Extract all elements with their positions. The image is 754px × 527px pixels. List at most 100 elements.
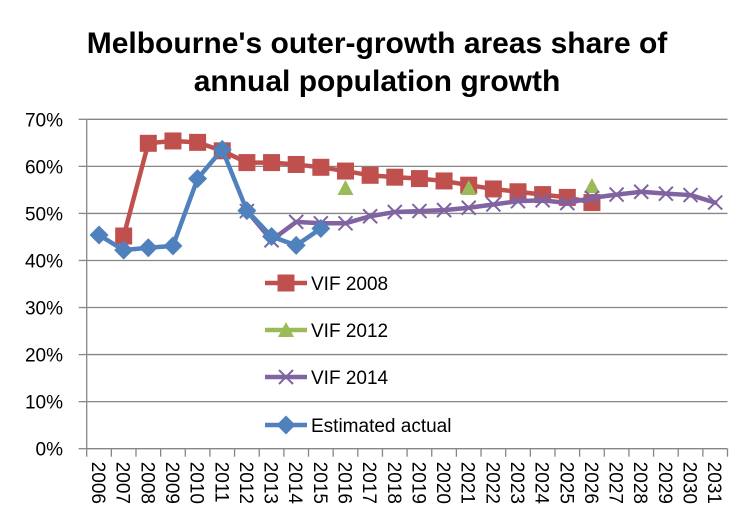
data-point-vif-2008 — [312, 158, 330, 176]
x-tick-label: 2031 — [703, 462, 724, 504]
data-point-vif-2014 — [633, 184, 649, 200]
series-line-estimated-actual — [96, 147, 324, 253]
x-tick-label: 2027 — [605, 462, 626, 504]
data-point-vif-2014 — [682, 187, 699, 203]
x-tick-label: 2023 — [506, 462, 527, 504]
data-point-vif-2014 — [510, 193, 526, 209]
series-vif-2012 — [337, 178, 600, 196]
y-tick-label: 40% — [25, 251, 63, 272]
data-point-estimated-actual — [311, 218, 331, 238]
x-tick-label: 2015 — [309, 462, 330, 504]
data-point-vif-2008 — [509, 183, 527, 201]
series-vif-2008 — [115, 132, 601, 245]
data-point-estimated-actual — [163, 236, 183, 256]
x-tick-label: 2011 — [210, 462, 231, 503]
data-point-estimated-actual — [114, 240, 134, 260]
y-tick-label: 50% — [25, 204, 63, 225]
x-tick-label: 2026 — [580, 462, 601, 504]
legend-marker-x-icon — [278, 369, 294, 385]
data-point-vif-2008 — [287, 155, 305, 173]
data-point-vif-2008 — [361, 166, 379, 184]
x-tick-label: 2025 — [555, 462, 576, 504]
data-point-vif-2014 — [337, 215, 354, 232]
series-vif-2014 — [239, 184, 723, 248]
x-tick-label: 2013 — [260, 462, 281, 504]
data-point-estimated-actual — [212, 139, 232, 159]
data-point-vif-2014 — [534, 192, 551, 208]
y-tick-label: 30% — [25, 299, 63, 320]
x-tick-label: 2014 — [284, 462, 305, 505]
data-point-vif-2014 — [584, 190, 600, 206]
x-tick-label: 2030 — [679, 462, 700, 504]
data-point-vif-2014 — [608, 186, 625, 203]
x-tick-label: 2021 — [457, 462, 478, 504]
y-tick-label: 70% — [25, 110, 63, 131]
x-tick-label: 2022 — [481, 462, 502, 504]
plot-series — [89, 132, 723, 260]
x-tick-label: 2006 — [87, 462, 108, 504]
data-point-vif-2014 — [387, 204, 403, 220]
data-point-estimated-actual — [188, 169, 208, 189]
legend-label: Estimated actual — [311, 416, 451, 437]
legend-label: VIF 2008 — [311, 274, 388, 295]
data-point-vif-2008 — [263, 154, 281, 172]
x-tick-label: 2029 — [654, 462, 675, 504]
data-point-estimated-actual — [286, 235, 306, 255]
axes — [78, 118, 729, 457]
data-point-vif-2014 — [436, 202, 452, 218]
legend-item-estimated-actual: Estimated actual — [265, 415, 451, 437]
x-tick-label: 2012 — [235, 462, 256, 504]
y-tick-label: 60% — [25, 157, 63, 178]
legend-item-vif-2014: VIF 2014 — [265, 368, 389, 389]
x-tick-label: 2020 — [432, 462, 453, 504]
y-tick-label: 10% — [25, 393, 63, 414]
data-point-vif-2012 — [460, 180, 477, 196]
data-point-estimated-actual — [89, 225, 109, 245]
chart-title-line-1: Melbourne's outer-growth areas share of — [87, 27, 669, 60]
y-tick-label: 20% — [25, 346, 63, 367]
data-point-vif-2012 — [337, 180, 354, 196]
data-point-vif-2014 — [485, 196, 502, 213]
y-axis-tick-labels: 0% 10% 20% 30% 40% 50% 60% 70% — [25, 110, 63, 460]
legend-marker-triangle-icon — [278, 322, 294, 337]
data-point-vif-2008 — [435, 172, 453, 190]
data-point-vif-2008 — [484, 180, 502, 198]
series-estimated-actual — [89, 139, 331, 260]
data-point-vif-2014 — [461, 200, 477, 216]
data-point-vif-2012 — [583, 178, 600, 194]
legend: VIF 2008 VIF 2012 VIF 2014 Estimated actual — [265, 274, 451, 437]
data-point-vif-2008 — [115, 227, 133, 245]
data-point-vif-2014 — [559, 195, 576, 211]
data-point-vif-2014 — [707, 194, 723, 211]
data-point-estimated-actual — [138, 238, 158, 258]
data-point-vif-2014 — [411, 203, 428, 219]
gridlines — [86, 118, 728, 403]
x-tick-label: 2008 — [136, 462, 157, 504]
data-point-vif-2014 — [288, 214, 304, 230]
data-point-vif-2008 — [189, 133, 207, 151]
x-tick-label: 2016 — [333, 462, 354, 504]
legend-label: VIF 2012 — [311, 321, 388, 342]
x-tick-label: 2024 — [531, 462, 552, 505]
chart-title: Melbourne's outer-growth areas share of … — [87, 27, 669, 98]
x-tick-label: 2019 — [407, 462, 428, 504]
data-point-vif-2014 — [658, 185, 674, 202]
data-point-vif-2008 — [336, 162, 354, 180]
data-point-vif-2014 — [362, 208, 378, 224]
legend-marker-diamond-icon — [276, 415, 296, 435]
x-tick-label: 2010 — [186, 462, 207, 504]
x-tick-label: 2028 — [629, 462, 650, 504]
x-axis-tick-labels: 2006 2007 2008 2009 2010 2011 2012 2013 2014 2015… — [87, 462, 724, 505]
x-tick-label: 2009 — [161, 462, 182, 504]
data-point-vif-2008 — [139, 134, 157, 152]
data-point-vif-2008 — [164, 132, 182, 150]
data-point-vif-2008 — [386, 168, 404, 186]
legend-item-vif-2012: VIF 2012 — [265, 321, 388, 342]
x-tick-label: 2007 — [112, 462, 133, 504]
data-point-estimated-actual — [262, 226, 282, 246]
legend-label: VIF 2014 — [311, 368, 389, 389]
legend-item-vif-2008: VIF 2008 — [265, 274, 388, 295]
legend-marker-square-icon — [277, 274, 295, 292]
chart-title-line-2: annual population growth — [194, 65, 561, 98]
